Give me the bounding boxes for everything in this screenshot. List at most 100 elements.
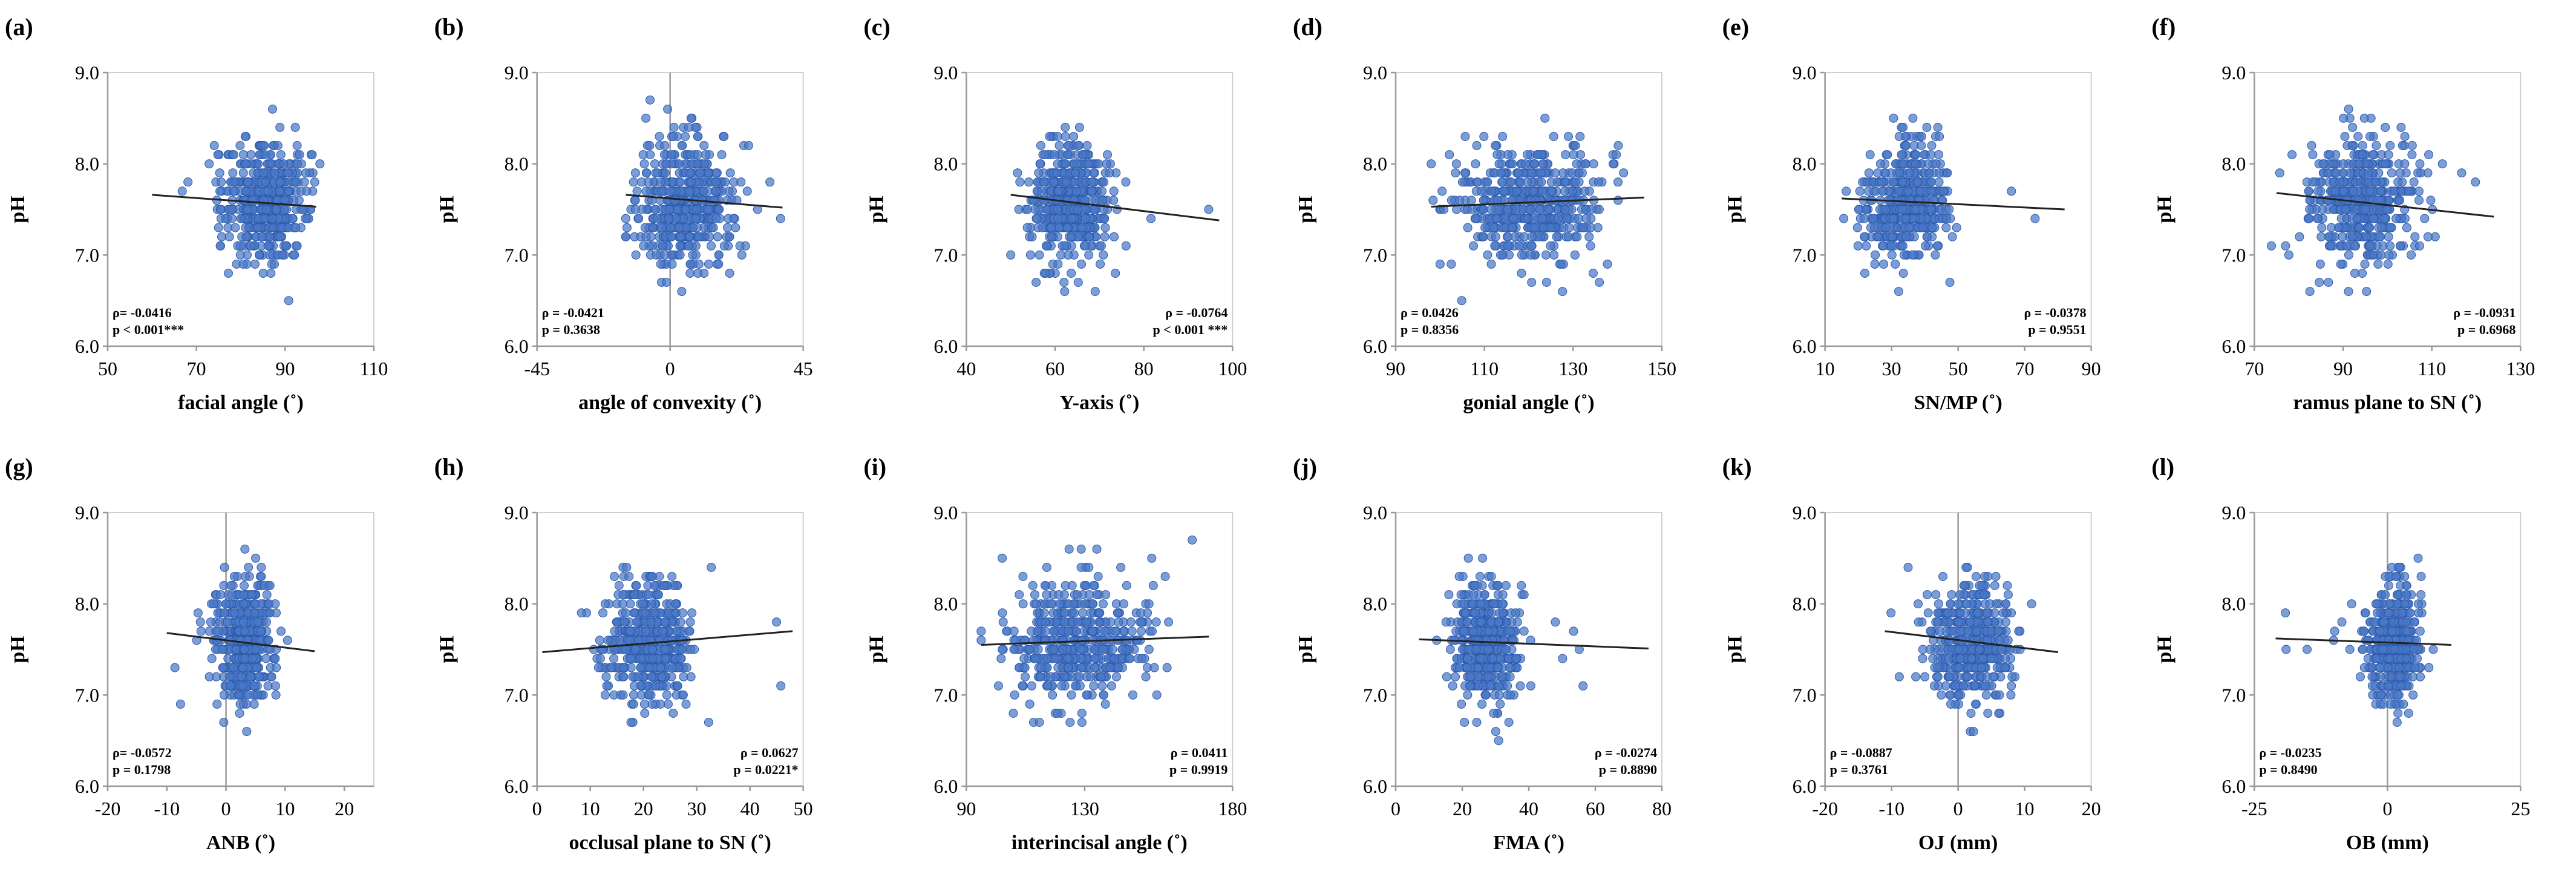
- rho-value: ρ = 0.0627: [740, 745, 799, 760]
- data-point: [248, 195, 258, 205]
- data-point: [1070, 608, 1079, 618]
- data-point: [666, 223, 675, 232]
- data-point: [1082, 690, 1091, 700]
- data-point: [1491, 727, 1500, 737]
- data-point: [1917, 141, 1926, 150]
- x-tick-label: 90: [2333, 358, 2353, 379]
- data-point: [630, 168, 640, 178]
- data-point: [2304, 186, 2313, 196]
- data-point: [2350, 241, 2359, 251]
- data-point: [658, 241, 667, 251]
- data-point: [658, 626, 667, 636]
- data-point: [1042, 205, 1051, 214]
- data-point: [1952, 223, 1961, 232]
- data-point: [676, 232, 685, 241]
- data-point: [655, 132, 664, 141]
- data-point: [2304, 214, 2313, 223]
- data-point: [1151, 617, 1161, 627]
- data-point: [1109, 186, 1119, 196]
- data-point: [1077, 223, 1087, 232]
- data-point: [1046, 672, 1056, 681]
- data-point: [682, 663, 691, 672]
- data-point: [624, 572, 634, 581]
- data-point: [1898, 177, 1907, 187]
- data-point: [253, 223, 263, 232]
- data-point: [678, 608, 687, 618]
- data-point: [301, 168, 310, 178]
- data-point: [262, 617, 271, 627]
- data-point: [637, 177, 646, 187]
- y-tick-label: 7.0: [1363, 244, 1387, 266]
- data-point: [667, 572, 677, 581]
- data-point: [1036, 672, 1045, 681]
- data-point: [225, 672, 235, 681]
- x-tick-label: 60: [1045, 358, 1065, 379]
- data-point: [224, 269, 233, 278]
- data-point: [267, 672, 276, 681]
- x-tick-label: 20: [335, 798, 354, 819]
- data-point: [1574, 214, 1583, 223]
- data-point: [2457, 168, 2466, 178]
- data-point: [283, 635, 292, 645]
- data-point: [2325, 150, 2335, 160]
- data-point: [603, 635, 613, 645]
- data-point: [711, 168, 721, 178]
- x-tick-label: 110: [2417, 358, 2446, 379]
- data-point: [647, 699, 657, 709]
- data-point: [1517, 269, 1526, 278]
- data-point: [1926, 205, 1936, 214]
- data-point: [640, 709, 650, 718]
- data-point: [650, 608, 659, 618]
- data-point: [629, 699, 638, 709]
- data-point: [1045, 132, 1054, 141]
- x-tick-label: 40: [740, 798, 760, 819]
- data-point: [1445, 645, 1455, 654]
- data-point: [618, 690, 628, 700]
- y-tick-label: 6.0: [1793, 335, 1817, 357]
- data-point: [1121, 177, 1131, 187]
- data-point: [1042, 654, 1052, 663]
- data-point: [679, 672, 688, 681]
- data-point: [1061, 122, 1070, 132]
- data-point: [1454, 572, 1464, 581]
- y-tick-label: 6.0: [75, 775, 99, 797]
- data-point: [675, 241, 685, 251]
- data-point: [1084, 562, 1094, 572]
- data-point: [595, 635, 604, 645]
- y-axis-label: pH: [1295, 635, 1317, 663]
- data-point: [1105, 168, 1114, 178]
- data-point: [1060, 608, 1070, 618]
- scatter-series: [621, 95, 785, 297]
- data-point: [711, 186, 721, 196]
- data-point: [776, 681, 786, 691]
- data-point: [1547, 186, 1557, 196]
- x-tick-label: 150: [1647, 358, 1676, 379]
- data-point: [610, 626, 619, 636]
- x-tick-label: 130: [1558, 358, 1587, 379]
- data-point: [619, 672, 629, 681]
- data-point: [645, 141, 655, 150]
- data-point: [1479, 232, 1488, 241]
- y-axis-label: pH: [865, 195, 888, 223]
- data-point: [686, 645, 696, 654]
- data-point: [2404, 186, 2413, 196]
- y-tick-label: 7.0: [933, 244, 958, 266]
- data-point: [685, 269, 695, 278]
- x-tick-label: 180: [1218, 798, 1247, 819]
- data-point: [1052, 168, 1062, 178]
- data-point: [684, 186, 694, 196]
- y-tick-label: 6.0: [933, 775, 958, 797]
- data-point: [711, 214, 721, 223]
- data-point: [1164, 617, 1174, 627]
- data-point: [1558, 168, 1568, 178]
- data-point: [2398, 141, 2407, 150]
- data-point: [2331, 168, 2341, 178]
- data-point: [1538, 186, 1548, 196]
- data-point: [1901, 132, 1911, 141]
- data-point: [175, 699, 185, 709]
- x-axis-label: occlusal plane to SN (˚): [569, 832, 771, 854]
- data-point: [691, 214, 701, 223]
- data-point: [1077, 663, 1087, 672]
